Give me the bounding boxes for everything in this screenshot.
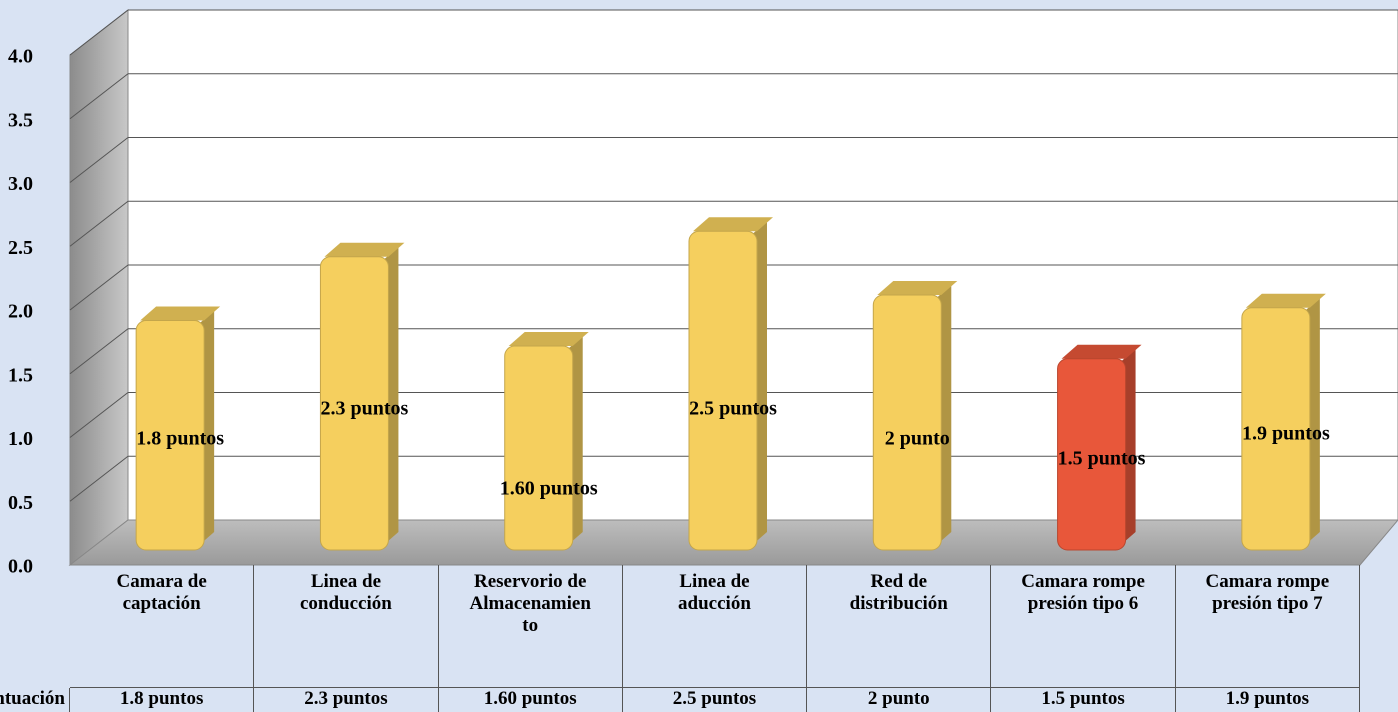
- grid-line: [69, 73, 129, 120]
- bar: [688, 230, 758, 551]
- table-value: 2.5 puntos: [623, 688, 808, 712]
- table-value: 1.60 puntos: [439, 688, 623, 712]
- grid-line: [69, 455, 129, 502]
- grid-line: [69, 392, 129, 438]
- category-label: Camara rompe presión tipo 7: [1175, 565, 1360, 688]
- bar-top: [693, 217, 773, 232]
- table-value: 1.5 puntos: [991, 688, 1176, 712]
- y-tick-label: 0.5: [8, 492, 33, 514]
- y-tick-label: 4.0: [8, 46, 33, 68]
- category-label: Red de distribución: [807, 565, 992, 688]
- grid-line: [69, 200, 129, 247]
- category-label: Linea de aducción: [622, 565, 808, 688]
- bar: [872, 294, 942, 551]
- table-value: 1.9 puntos: [1176, 688, 1360, 712]
- bar: [1057, 358, 1127, 551]
- y-tick-label: 0.0: [8, 556, 33, 578]
- y-tick-label: 1.5: [8, 364, 33, 386]
- y-tick-label: 2.0: [8, 301, 33, 323]
- bar-top: [1245, 293, 1326, 308]
- row-header: Puntuación: [0, 688, 70, 712]
- bar-top: [508, 332, 589, 346]
- bar-top: [324, 242, 405, 257]
- data-label: 2 punto: [885, 428, 950, 450]
- y-tick-label: 2.5: [8, 237, 33, 259]
- table-value: 2.3 puntos: [254, 688, 439, 712]
- data-label: 1.5 puntos: [1058, 448, 1146, 470]
- data-label: 1.9 puntos: [1242, 423, 1330, 445]
- data-label: 2.3 puntos: [321, 398, 409, 420]
- table-value: 1.8 puntos: [70, 688, 255, 712]
- grid-line: [69, 264, 129, 311]
- y-tick-label: 1.0: [8, 428, 33, 450]
- bar-top: [140, 306, 221, 321]
- y-tick-label: 3.5: [8, 109, 33, 131]
- data-label: 1.60 puntos: [500, 478, 598, 500]
- bar: [135, 320, 205, 551]
- y-tick-label: 3.0: [8, 173, 33, 195]
- bar: [319, 256, 389, 551]
- bar-top: [1061, 344, 1142, 359]
- table-border: [1360, 565, 1398, 712]
- table-value: 2 punto: [807, 688, 992, 712]
- grid-line: [69, 9, 129, 56]
- category-label: Camara de captación: [70, 565, 255, 688]
- data-label: 2.5 puntos: [689, 398, 777, 420]
- category-label: Reservorio de Almacenamiento: [438, 565, 623, 688]
- bar: [1241, 307, 1311, 551]
- bar: [504, 345, 574, 551]
- bar-top: [877, 281, 958, 295]
- data-label: 1.8 puntos: [136, 428, 224, 450]
- category-label: Camara rompe presión tipo 6: [991, 565, 1176, 688]
- grid-line: [69, 328, 129, 375]
- grid-line: [69, 137, 129, 183]
- category-label: Linea de conducción: [254, 565, 439, 688]
